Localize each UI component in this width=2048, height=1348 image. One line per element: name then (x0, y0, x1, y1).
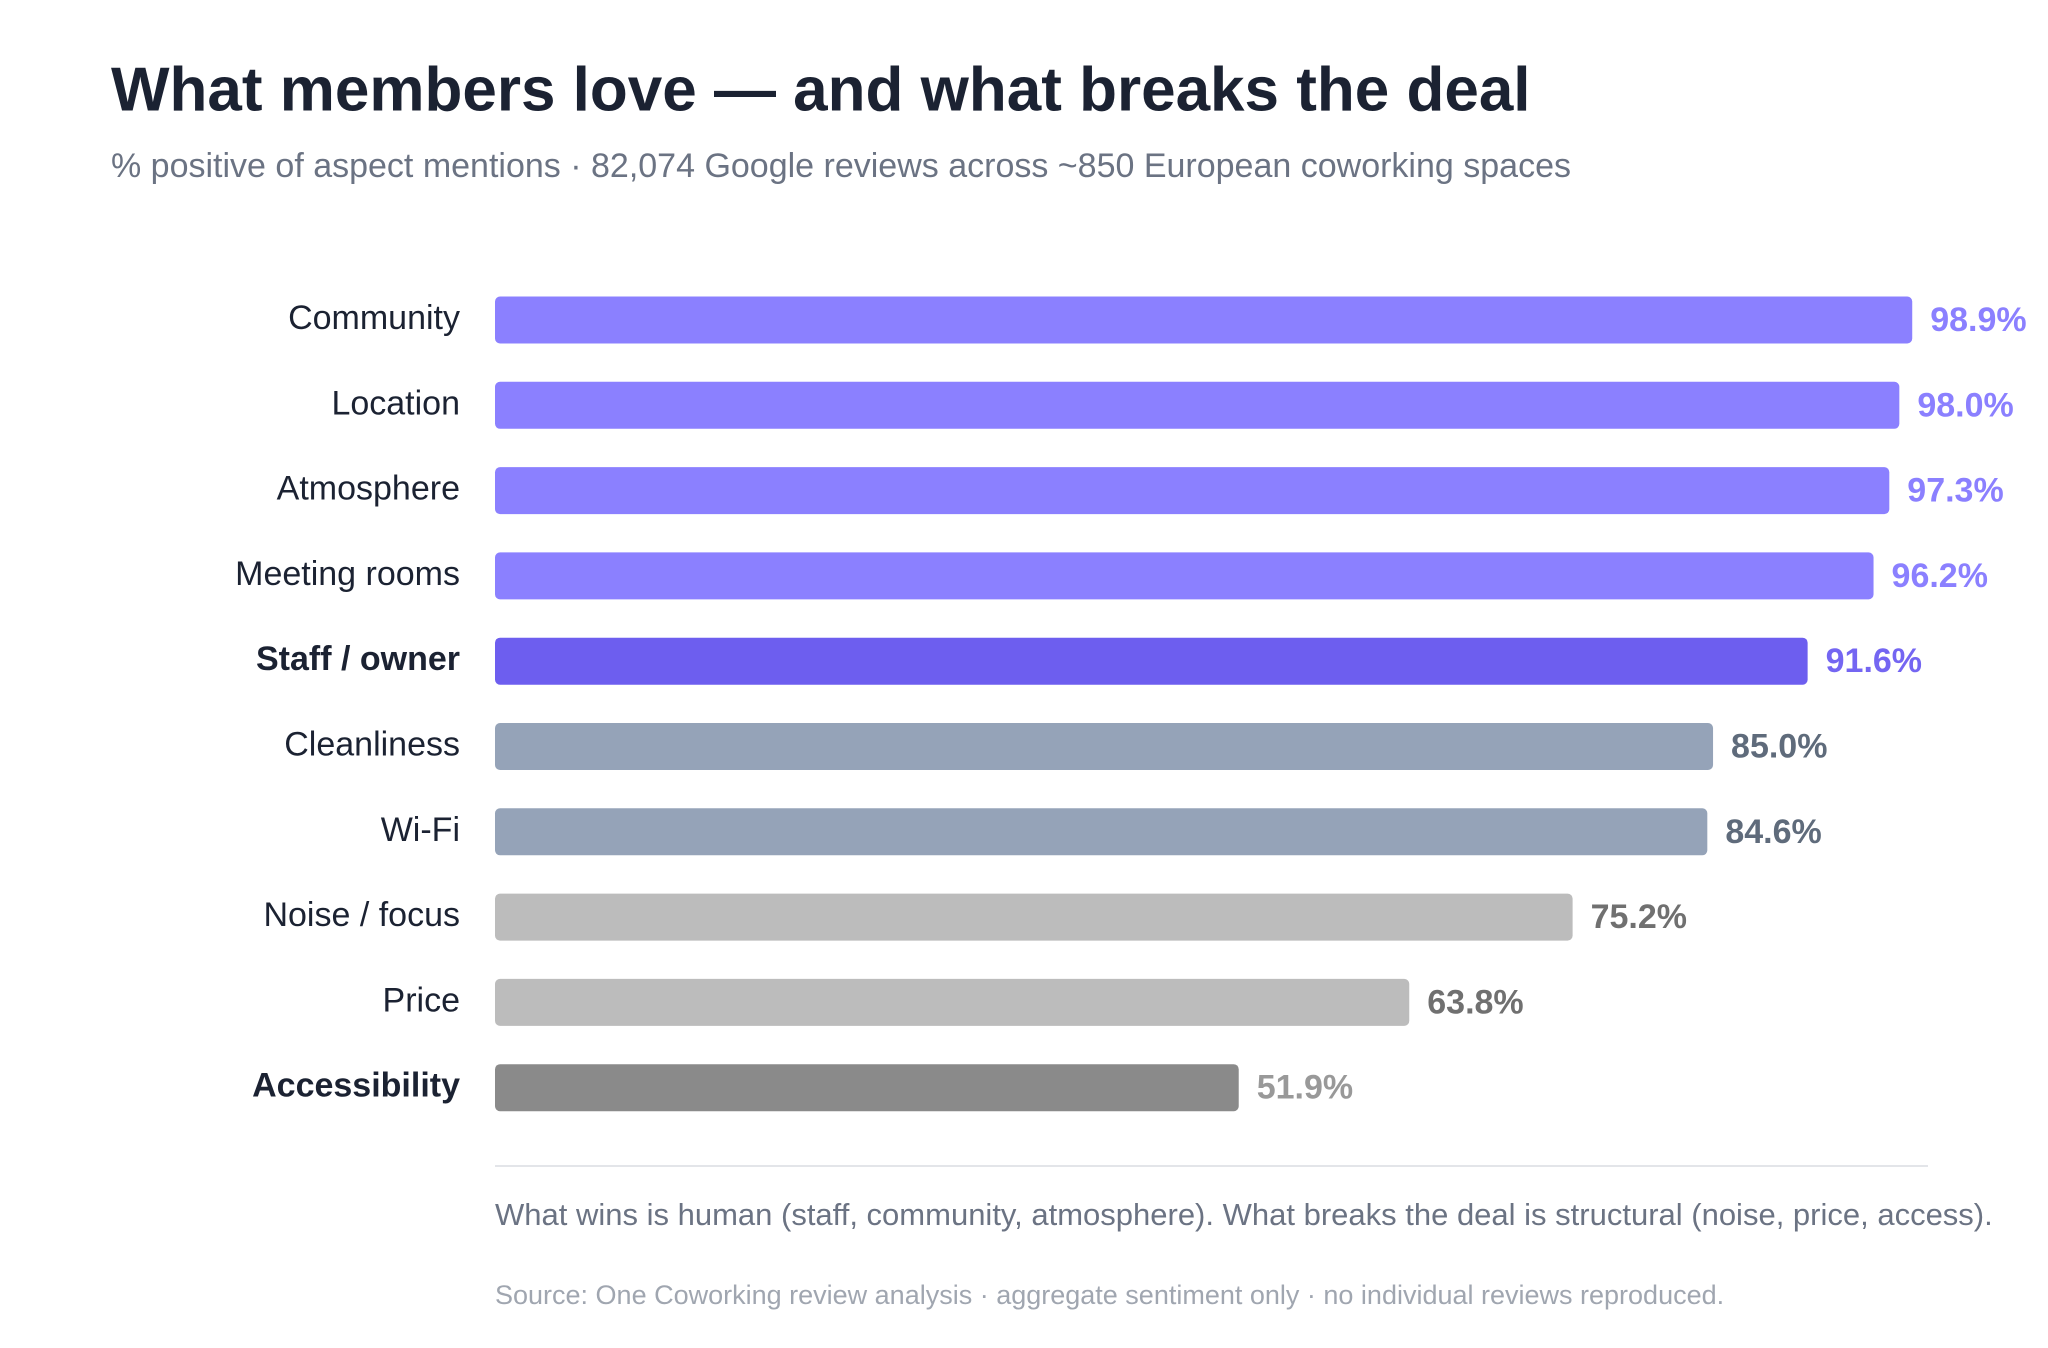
category-label: Meeting rooms (235, 555, 460, 593)
bar (495, 552, 1874, 600)
category-label: Accessibility (252, 1067, 460, 1105)
chart-subtitle: % positive of aspect mentions · 82,074 G… (111, 147, 1571, 185)
chart-title: What members love — and what breaks the … (111, 55, 1531, 124)
category-label: Location (331, 384, 460, 422)
category-label: Price (383, 981, 460, 1019)
category-label: Atmosphere (277, 470, 460, 508)
value-label: 97.3% (1907, 472, 2003, 510)
bar (495, 467, 1890, 515)
value-label: 98.0% (1917, 386, 2013, 424)
value-label: 98.9% (1930, 301, 2026, 339)
value-label: 85.0% (1731, 727, 1827, 765)
bar (495, 723, 1714, 770)
annotation: What wins is human (staff, community, at… (495, 1197, 1993, 1232)
bar (495, 637, 1808, 685)
value-label: 91.6% (1826, 642, 1922, 680)
category-label: Community (288, 299, 460, 337)
bar (495, 296, 1913, 344)
bar (495, 978, 1410, 1026)
bar (495, 893, 1573, 941)
category-label: Cleanliness (284, 725, 460, 763)
category-label: Noise / focus (263, 896, 460, 934)
bar (495, 1064, 1239, 1112)
bar (495, 381, 1900, 429)
value-label: 51.9% (1257, 1069, 1353, 1107)
source-note: Source: One Coworking review analysis · … (495, 1280, 1724, 1310)
value-label: 96.2% (1892, 557, 1988, 595)
bar (495, 808, 1708, 856)
category-label: Staff / owner (256, 640, 460, 678)
value-label: 84.6% (1725, 813, 1821, 851)
value-label: 63.8% (1427, 983, 1523, 1021)
value-label: 75.2% (1591, 898, 1687, 936)
category-label: Wi-Fi (381, 811, 460, 849)
